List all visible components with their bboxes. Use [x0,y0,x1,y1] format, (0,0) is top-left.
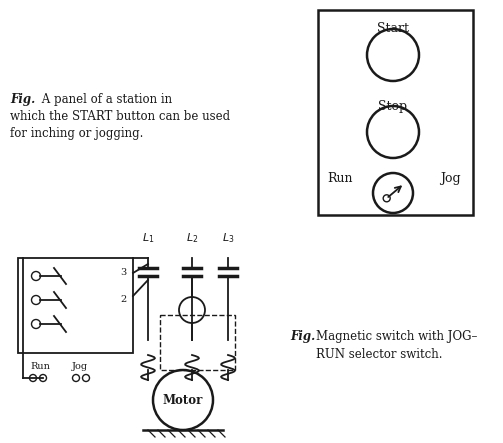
Bar [18,258,133,353]
Text: A panel of a station in: A panel of a station in [38,93,172,106]
Bar [318,10,473,215]
Bar [160,315,235,370]
Circle shape [367,29,419,81]
Circle shape [30,374,37,381]
Text: Start: Start [377,22,409,35]
Text: Magnetic switch with JOG–: Magnetic switch with JOG– [316,330,477,343]
Circle shape [32,272,41,280]
Circle shape [373,173,413,213]
Circle shape [72,374,79,381]
Text: Stop: Stop [378,100,407,113]
Circle shape [383,195,390,202]
Text: $L_1$: $L_1$ [142,231,154,245]
Text: Jog: Jog [72,362,88,371]
Text: Run: Run [30,362,50,371]
Circle shape [367,106,419,158]
Text: $L_3$: $L_3$ [222,231,234,245]
Circle shape [82,374,90,381]
Text: Fig.: Fig. [10,93,35,106]
Text: Run: Run [327,172,353,185]
Circle shape [153,370,213,430]
Circle shape [40,374,46,381]
Circle shape [179,297,205,323]
Text: Fig.: Fig. [290,330,315,343]
Text: $L_2$: $L_2$ [186,231,198,245]
Text: RUN selector switch.: RUN selector switch. [316,348,443,361]
Text: which the START button can be used: which the START button can be used [10,110,230,123]
Text: for inching or jogging.: for inching or jogging. [10,127,143,140]
Circle shape [32,295,41,304]
Circle shape [32,319,41,329]
Text: Motor: Motor [163,393,203,407]
Text: 2: 2 [121,295,127,304]
Text: 3: 3 [121,268,127,277]
Text: Jog: Jog [440,172,460,185]
